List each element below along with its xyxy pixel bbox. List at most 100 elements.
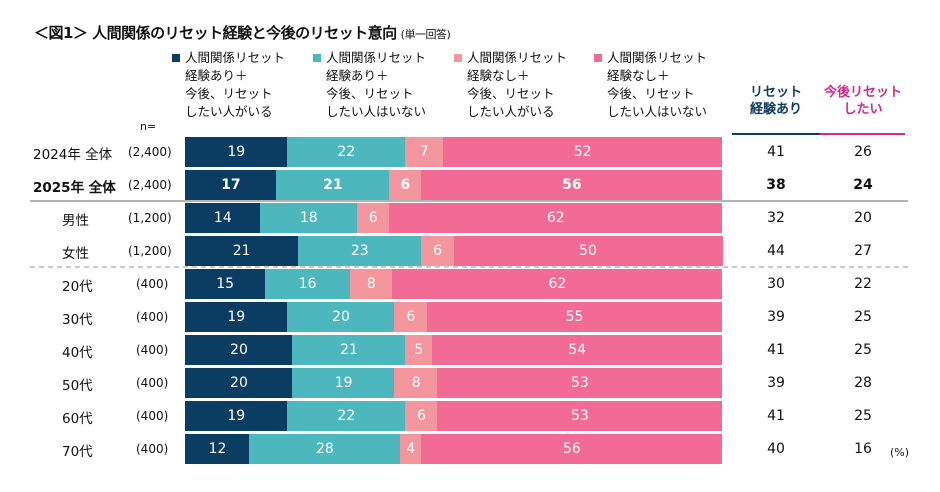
bar-segment: 6 <box>389 170 422 200</box>
summary-value: 16 <box>854 441 872 457</box>
bar-segment: 5 <box>405 335 433 365</box>
bar-segment: 6 <box>421 236 454 266</box>
summary-value: 40 <box>767 441 785 457</box>
unit-label: (%) <box>890 446 910 459</box>
legend-text: 今後、リセット <box>326 86 414 101</box>
n-count: (1,200) <box>128 244 172 258</box>
bar-segment: 22 <box>287 137 406 167</box>
summary-value: 22 <box>854 276 872 292</box>
n-count: (400) <box>136 442 169 456</box>
legend-text: したい人がいる <box>185 104 273 119</box>
category-label: 60代 <box>62 411 93 427</box>
summary-value: 28 <box>854 375 872 391</box>
bar-segment: 18 <box>260 203 358 233</box>
bar-segment: 19 <box>185 137 288 167</box>
bar-segment: 20 <box>185 335 293 365</box>
bar-segment: 22 <box>287 401 406 431</box>
n-count: (2,400) <box>128 178 172 192</box>
summary-value: 25 <box>854 342 872 358</box>
legend-swatch <box>313 54 321 62</box>
bar-segment: 14 <box>185 203 261 233</box>
legend-text: 経験あり＋ <box>326 68 389 83</box>
n-label: n= <box>140 120 157 133</box>
legend-text: したい人はいない <box>326 104 427 119</box>
bar-segment: 20 <box>287 302 395 332</box>
bar-segment: 7 <box>405 137 444 167</box>
summary-value: 41 <box>767 342 785 358</box>
n-count: (400) <box>136 376 169 390</box>
bar-segment: 53 <box>437 401 723 431</box>
bar-segment: 16 <box>264 269 351 299</box>
bar-segment: 19 <box>292 368 395 398</box>
bar-segment: 28 <box>249 434 401 464</box>
bar-segment: 8 <box>349 269 393 299</box>
chart-title: ＜図1＞ 人間関係のリセット経験と今後のリセット意向 (単一回答) <box>34 24 451 42</box>
summary-value: 30 <box>767 276 785 292</box>
legend-text: したい人がいる <box>467 104 555 119</box>
legend-swatch <box>454 54 462 62</box>
bar-segment: 53 <box>437 368 723 398</box>
summary-value: 41 <box>767 144 785 160</box>
summary-value: 44 <box>767 243 785 259</box>
legend-item: 人間関係リセット 経験あり＋ 今後、リセット したい人がいる <box>172 49 325 121</box>
legend-text: 人間関係リセット <box>185 50 286 65</box>
bar-segment: 15 <box>185 269 266 299</box>
bar-segment: 20 <box>185 368 293 398</box>
summary-header: リセット 経験あり <box>749 85 802 117</box>
legend-text: 人間関係リセット <box>467 50 568 65</box>
category-label: 2025年 全体 <box>33 180 116 196</box>
bar-segment: 17 <box>185 170 277 200</box>
bar-segment: 62 <box>389 203 723 233</box>
category-label: 50代 <box>62 378 93 394</box>
legend-text: 今後、リセット <box>185 86 273 101</box>
legend-text: したい人はいない <box>607 104 708 119</box>
bar-segment: 21 <box>276 170 390 200</box>
bar-segment: 56 <box>421 434 723 464</box>
bar-segment: 54 <box>432 335 723 365</box>
legend-text: 今後、リセット <box>607 86 695 101</box>
bar-segment: 6 <box>356 203 390 233</box>
chart-subtitle: (単一回答) <box>400 28 451 41</box>
category-label: 70代 <box>62 444 93 460</box>
category-label: 30代 <box>62 312 93 328</box>
legend-item: 人間関係リセット 経験なし＋ 今後、リセット したい人はいない <box>594 49 747 121</box>
legend-swatch <box>594 54 602 62</box>
legend-item: 人間関係リセット 経験なし＋ 今後、リセット したい人がいる <box>454 49 607 121</box>
bar-segment: 6 <box>394 302 428 332</box>
summary-value: 39 <box>767 375 785 391</box>
category-label: 40代 <box>62 345 93 361</box>
bar-segment: 52 <box>442 137 723 167</box>
summary-value: 25 <box>854 408 872 424</box>
bar-segment: 23 <box>297 236 422 266</box>
bar-segment: 8 <box>394 368 438 398</box>
bar-segment: 12 <box>185 434 250 464</box>
legend-text: 経験あり＋ <box>185 68 248 83</box>
n-count: (400) <box>136 409 169 423</box>
summary-value: 39 <box>767 309 785 325</box>
summary-value: 32 <box>767 210 785 226</box>
bar-segment: 21 <box>185 236 299 266</box>
n-count: (400) <box>136 310 169 324</box>
category-label: 2024年 全体 <box>33 147 113 163</box>
summary-header: 今後リセット したい <box>823 85 902 117</box>
bar-segment: 50 <box>453 236 723 266</box>
bar-segment: 55 <box>426 302 723 332</box>
category-label: 女性 <box>62 246 89 262</box>
legend-text: 経験なし＋ <box>467 68 530 83</box>
summary-value: 25 <box>854 309 872 325</box>
legend-text: 今後、リセット <box>467 86 555 101</box>
legend-text: 人間関係リセット <box>607 50 708 65</box>
bar-segment: 19 <box>185 401 288 431</box>
summary-value: 41 <box>767 408 785 424</box>
summary-value: 20 <box>854 210 872 226</box>
category-label: 20代 <box>62 279 93 295</box>
summary-value: 27 <box>854 243 872 259</box>
legend-text: 人間関係リセット <box>326 50 427 65</box>
bar-segment: 21 <box>292 335 406 365</box>
bar-segment: 19 <box>185 302 288 332</box>
bar-segment: 56 <box>421 170 723 200</box>
summary-value: 26 <box>854 144 872 160</box>
n-count: (2,400) <box>128 145 172 159</box>
legend-item: 人間関係リセット 経験あり＋ 今後、リセット したい人はいない <box>313 49 466 121</box>
